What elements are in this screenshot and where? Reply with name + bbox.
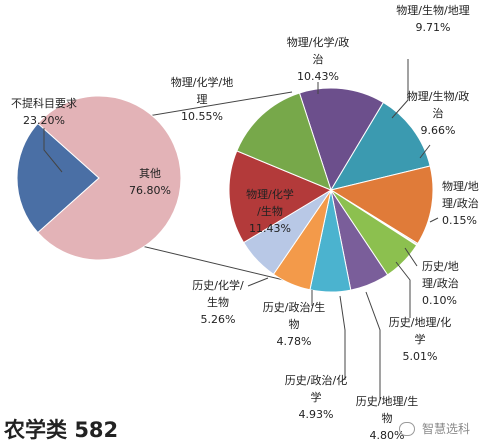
leader-line	[395, 261, 411, 318]
left-pie-slice	[16, 122, 100, 234]
right-slice-label: 物理/地理/政治 0.15%	[442, 179, 479, 227]
leader-line	[391, 59, 409, 119]
watermark: 智慧选科	[399, 420, 470, 437]
left-slice-label: 其他 76.80%	[129, 167, 171, 197]
right-pie-slice	[329, 101, 431, 191]
left-pie-slice	[37, 95, 182, 261]
wechat-icon	[399, 421, 416, 436]
left-slice-label: 不提科目要求 23.20%	[11, 96, 77, 127]
leader-lines	[43, 59, 439, 400]
caption-title: 农学类	[4, 418, 67, 442]
right-pie	[228, 87, 434, 293]
leader-line	[339, 295, 346, 380]
left-pie	[16, 95, 182, 261]
chart-caption: 农学类 582	[4, 414, 118, 444]
right-slice-label: 历史/地理/化学 5.01%	[389, 315, 451, 363]
leader-line	[365, 291, 381, 400]
watermark-text: 智慧选科	[421, 422, 470, 436]
right-slice-label: 物理/生物/政治 9.66%	[407, 89, 469, 137]
right-slice-label: 历史/政治/化学 4.93%	[285, 373, 347, 421]
leader-line	[419, 144, 431, 159]
right-slice-label: 物理/化学/政治 10.43%	[287, 35, 349, 83]
leader-line	[247, 277, 269, 287]
right-slice-label: 物理/化学/地理 10.55%	[171, 75, 233, 123]
caption-count: 582	[74, 418, 119, 442]
right-slice-label: 历史/地理/生物 4.80%	[356, 394, 418, 442]
right-pie-slice	[236, 92, 332, 191]
right-slice-label: 物理/生物/地理 9.71%	[396, 3, 469, 34]
right-slice-label: 历史/化学/生物 5.26%	[192, 278, 244, 326]
right-slice-label: 历史/地理/政治 0.10%	[422, 260, 459, 307]
right-slice-label: 物理/化学/生物 11.43%	[246, 187, 294, 235]
right-pie-slice	[329, 165, 434, 245]
right-pie-slice	[228, 150, 333, 244]
slice-labels: 不提科目要求 23.20% 其他 76.80% 物理/化学/政治 10.43% 物理/生物/…	[11, 3, 479, 442]
leader-line	[404, 247, 418, 267]
right-slice-label: 历史/政治/生物 4.78%	[263, 300, 325, 348]
leader-line	[429, 217, 439, 223]
leader-line	[43, 128, 63, 173]
right-pie-slice	[298, 87, 385, 192]
